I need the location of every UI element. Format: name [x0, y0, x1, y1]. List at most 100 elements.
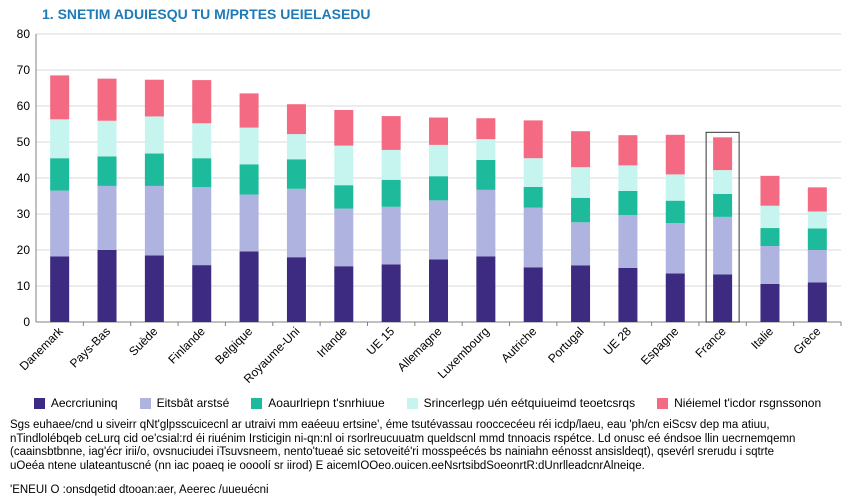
bar-segment-su-de-s1: [144, 255, 164, 322]
bar-segment-royaume-uni-s3: [286, 159, 306, 189]
bar-segment-ue-28-s1: [618, 268, 638, 322]
y-tick-label: 0: [23, 315, 30, 329]
bar-segment-ue-28-s4: [618, 165, 638, 191]
bar-segment-royaume-uni-s1: [286, 257, 306, 322]
chart-title: 1. SNETIM ADUIESQU TU M/PRTES UEIELASEDU: [42, 6, 371, 22]
bar-segment-ue-15-s1: [381, 264, 401, 322]
bar-segment-portugal-s2: [571, 222, 591, 266]
bar-segment-france-s5: [713, 137, 733, 171]
x-category-label: Irlande: [314, 324, 350, 360]
bar-segment-italie-s5: [760, 175, 780, 206]
bar-segment-espagne-s4: [665, 174, 685, 201]
x-category-label: Suède: [126, 324, 161, 359]
bar-segment-ue-15-s3: [381, 179, 401, 207]
bar-segment-finlande-s1: [192, 265, 212, 322]
bar-segment-luxembourg-s5: [476, 118, 496, 140]
chart-notes: Sgs euhaee/cnd u siveirr qNt'glpsscuicec…: [10, 419, 845, 473]
note-line-4: uOeéa ntene ulateantuscné (nn iac poaeq …: [10, 459, 645, 472]
bar-segment-luxembourg-s3: [476, 160, 496, 190]
y-tick-label: 30: [17, 207, 31, 221]
bar-segment-espagne-s2: [665, 223, 685, 274]
bar-segment-irlande-s1: [334, 266, 354, 322]
bar-segment-irlande-s5: [334, 109, 354, 146]
bar-segment-portugal-s5: [571, 131, 591, 168]
bar-segment-luxembourg-s1: [476, 256, 496, 322]
bar-segment-ue-28-s3: [618, 190, 638, 216]
bar-segment-autriche-s2: [523, 207, 543, 268]
bar-segment-royaume-uni-s4: [286, 134, 306, 160]
legend-item: Srincerlegp uén eétquiueimd teoetcsrqs: [406, 396, 635, 410]
bar-segment-su-de-s3: [144, 153, 164, 186]
bar-segment-danemark-s4: [50, 119, 70, 159]
bar-segment-gr-ce-s3: [807, 228, 827, 250]
legend-item: Niéiemel t'icdor rsgnssonon: [657, 396, 821, 410]
legend-swatch: [406, 397, 418, 409]
x-category-label: UE 15: [364, 324, 398, 358]
bar-segment-pays-bas-s1: [97, 250, 117, 322]
x-category-label: France: [692, 324, 729, 361]
x-category-label: Danemark: [17, 324, 67, 374]
bar-segment-autriche-s1: [523, 267, 543, 322]
bar-segment-ue-15-s2: [381, 206, 401, 265]
bar-segment-france-s2: [713, 216, 733, 275]
bar-segment-royaume-uni-s5: [286, 104, 306, 135]
bar-segment-espagne-s5: [665, 134, 685, 175]
bar-segment-belgique-s2: [239, 194, 259, 252]
bar-segment-pays-bas-s5: [97, 78, 117, 121]
bar-segment-belgique-s1: [239, 251, 259, 322]
y-tick-label: 50: [17, 135, 31, 149]
chart-source: 'ENEUI O :onsdqetid dtooan:aer, Aeerec /…: [10, 484, 269, 496]
x-category-label: Portugal: [545, 324, 587, 366]
bar-segment-royaume-uni-s2: [286, 188, 306, 258]
bar-segment-portugal-s4: [571, 167, 591, 198]
legend-label: Aecrcriuninq: [50, 396, 118, 410]
legend-swatch: [657, 397, 669, 409]
note-line-3: (caainsbtbnne, iag'écr irii/o, ovsnuciud…: [10, 446, 775, 458]
bar-segment-su-de-s2: [144, 185, 164, 256]
chart-legend: Aecrcriuninq Eitsbât arstsé Aoaurlriepn t'…: [0, 396, 855, 410]
highlight-box: [705, 131, 740, 323]
bar-segment-portugal-s1: [571, 265, 591, 322]
y-tick-label: 40: [17, 171, 31, 185]
legend-swatch: [251, 397, 263, 409]
bar-segment-danemark-s2: [50, 190, 70, 257]
bar-segment-allemagne-s5: [429, 117, 448, 145]
bar-segment-ue-15-s5: [381, 116, 401, 150]
bar-segment-allemagne-s3: [429, 176, 448, 201]
x-category-label: Italie: [748, 324, 776, 352]
legend-label: Aoaurlriepn t'snrhiuue: [268, 396, 385, 410]
bar-segment-finlande-s2: [192, 187, 212, 266]
bar-segment-gr-ce-s4: [807, 211, 827, 229]
bar-segment-gr-ce-s5: [807, 187, 827, 212]
bar-segment-espagne-s3: [665, 200, 685, 223]
bar-segment-espagne-s1: [665, 273, 685, 322]
bar-segment-finlande-s4: [192, 123, 212, 159]
legend-item: Eitsbât arstsé: [139, 396, 229, 410]
bar-segment-france-s3: [713, 193, 733, 217]
bar-segment-belgique-s5: [239, 93, 259, 128]
y-tick-label: 60: [17, 99, 31, 113]
bar-segment-allemagne-s4: [429, 144, 448, 177]
bar-segment-autriche-s3: [523, 187, 543, 208]
note-line-2: nTindlolébqeb ceLurq cid oe'csial:rd éi …: [10, 432, 796, 445]
legend-swatch: [33, 397, 45, 409]
bar-segment-danemark-s1: [50, 256, 70, 322]
bar-segment-danemark-s5: [50, 75, 70, 120]
y-tick-label: 10: [17, 279, 31, 293]
bar-segment-italie-s3: [760, 228, 780, 247]
x-category-label: Espagne: [638, 324, 682, 368]
bar-segment-france-s4: [713, 170, 733, 194]
x-category-label: Allemagne: [395, 324, 445, 374]
bar-segment-ue-28-s5: [618, 135, 638, 166]
legend-item: Aoaurlriepn t'snrhiuue: [251, 396, 385, 410]
bar-segment-autriche-s4: [523, 158, 543, 187]
bar-segment-ue-28-s2: [618, 215, 638, 268]
bar-segment-su-de-s4: [144, 116, 164, 154]
x-category-label: Luxembourg: [435, 324, 492, 381]
legend-swatch: [139, 397, 151, 409]
x-category-label: Pays-Bas: [67, 324, 113, 370]
bar-segment-italie-s2: [760, 246, 780, 284]
bar-segment-ue-15-s4: [381, 149, 401, 180]
bar-segment-finlande-s3: [192, 158, 212, 187]
bar-segment-portugal-s3: [571, 197, 591, 223]
